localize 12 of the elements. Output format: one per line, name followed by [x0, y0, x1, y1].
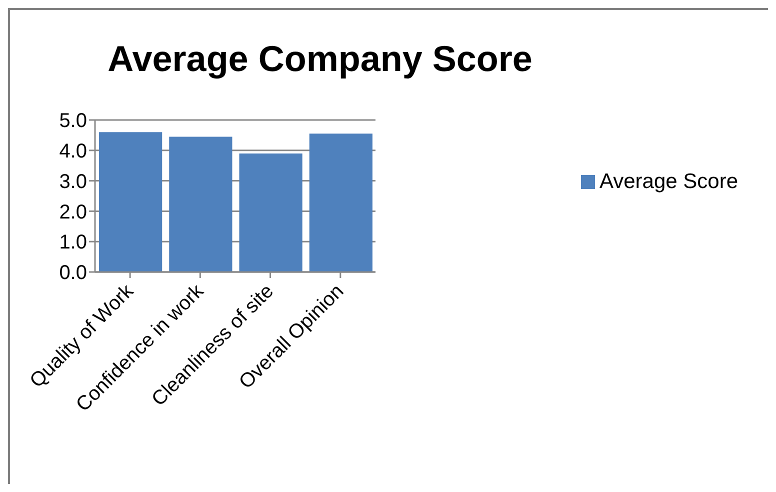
bar: [239, 153, 302, 272]
y-tick-label: 4.0: [59, 140, 87, 162]
y-tick-label: 5.0: [59, 110, 87, 132]
chart-title: Average Company Score: [106, 38, 534, 80]
y-tick-label: 1.0: [59, 232, 87, 254]
y-tick-label: 2.0: [59, 201, 87, 224]
bar: [169, 136, 232, 272]
y-tick-label: 0.0: [59, 262, 87, 284]
bar: [99, 132, 162, 272]
y-tick-label: 3.0: [59, 170, 87, 193]
bar: [309, 134, 372, 272]
legend-label: Average Score: [599, 170, 738, 193]
